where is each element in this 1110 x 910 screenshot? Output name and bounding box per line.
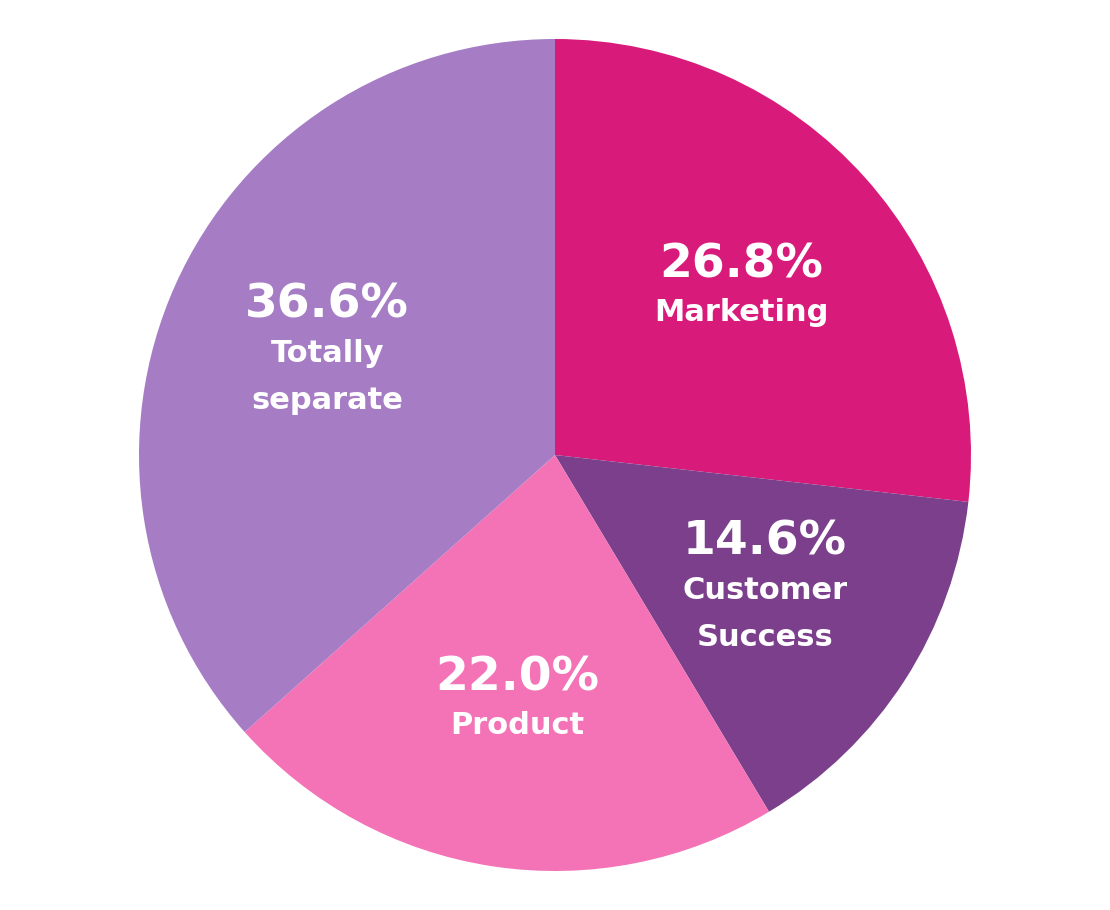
Wedge shape [555, 39, 971, 502]
Text: separate: separate [251, 387, 403, 415]
Text: Product: Product [451, 712, 585, 740]
Text: 26.8%: 26.8% [659, 242, 824, 288]
Text: 36.6%: 36.6% [245, 283, 410, 328]
Text: 22.0%: 22.0% [435, 655, 599, 701]
Text: Marketing: Marketing [654, 298, 828, 328]
Text: Customer: Customer [683, 575, 847, 604]
Wedge shape [244, 455, 769, 871]
Wedge shape [139, 39, 555, 732]
Text: Totally: Totally [271, 339, 384, 368]
Wedge shape [555, 455, 968, 812]
Text: Success: Success [696, 623, 834, 652]
Text: 14.6%: 14.6% [683, 520, 847, 565]
